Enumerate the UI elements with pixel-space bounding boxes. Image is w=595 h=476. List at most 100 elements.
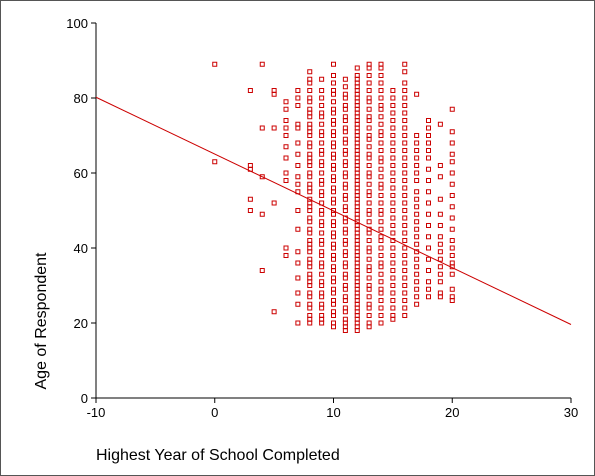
- data-point: [331, 121, 336, 127]
- data-point: [414, 140, 420, 146]
- data-point: [295, 208, 301, 213]
- data-point: [319, 264, 325, 270]
- data-point: [437, 223, 443, 228]
- data-point: [319, 230, 325, 236]
- data-point: [295, 103, 301, 108]
- data-point: [342, 129, 348, 135]
- data-point: [319, 140, 325, 146]
- data-point: [295, 301, 301, 307]
- data-point: [414, 286, 420, 292]
- data-point: [449, 181, 455, 187]
- data-point: [366, 305, 372, 311]
- data-point: [414, 241, 420, 247]
- data-point: [354, 65, 360, 71]
- data-point: [342, 118, 348, 123]
- data-point: [414, 133, 420, 138]
- data-point: [426, 279, 431, 285]
- data-point: [449, 170, 455, 176]
- data-point: [437, 241, 443, 247]
- data-point: [378, 245, 384, 251]
- data-point: [402, 208, 408, 213]
- data-point: [402, 163, 408, 168]
- data-point: [426, 189, 431, 195]
- data-point: [331, 61, 336, 67]
- data-point: [378, 80, 384, 86]
- data-point: [378, 140, 384, 146]
- data-point: [449, 106, 455, 112]
- data-point: [402, 118, 408, 123]
- data-point: [426, 268, 431, 273]
- data-point: [378, 121, 384, 127]
- data-point: [378, 305, 384, 311]
- data-point: [426, 133, 431, 138]
- data-point: [342, 106, 348, 112]
- data-point: [390, 88, 396, 93]
- data-point: [331, 166, 336, 172]
- data-point: [366, 275, 372, 281]
- data-point: [307, 133, 313, 138]
- data-point: [402, 178, 408, 183]
- data-point: [426, 223, 431, 228]
- data-point: [414, 234, 420, 240]
- x-tick-label: -10: [87, 405, 106, 420]
- data-point: [366, 268, 372, 273]
- data-point: [342, 298, 348, 303]
- data-point: [414, 279, 420, 285]
- data-point: [390, 193, 396, 198]
- data-point: [319, 133, 325, 138]
- data-point: [319, 114, 325, 120]
- data-point: [283, 106, 289, 112]
- data-point: [378, 279, 384, 285]
- tick-marks: [91, 22, 572, 403]
- data-point: [307, 144, 313, 150]
- data-point: [283, 133, 289, 138]
- data-point: [366, 144, 372, 150]
- data-point: [331, 211, 336, 217]
- data-point: [342, 275, 348, 281]
- data-point: [259, 211, 265, 217]
- data-point: [319, 76, 325, 82]
- data-point: [307, 208, 313, 213]
- data-point: [390, 155, 396, 161]
- data-point: [414, 211, 420, 217]
- data-point: [342, 253, 348, 258]
- data-point: [283, 253, 289, 258]
- data-point: [378, 290, 384, 296]
- data-point: [366, 230, 372, 236]
- data-point: [402, 103, 408, 108]
- data-point: [342, 286, 348, 292]
- x-tick-label: 30: [564, 405, 578, 420]
- data-point: [366, 313, 372, 318]
- data-point: [259, 268, 265, 273]
- data-point: [378, 73, 384, 78]
- data-point: [402, 298, 408, 303]
- data-point: [319, 163, 325, 168]
- data-point: [390, 148, 396, 153]
- data-point: [271, 91, 277, 97]
- data-point: [331, 178, 336, 183]
- data-point: [378, 159, 384, 165]
- data-point: [342, 185, 348, 191]
- data-point: [426, 211, 431, 217]
- data-point: [449, 271, 455, 277]
- data-point: [319, 181, 325, 187]
- data-point: [295, 181, 301, 187]
- data-point: [437, 271, 443, 277]
- data-point: [366, 238, 372, 243]
- data-point: [449, 151, 455, 157]
- data-point: [307, 230, 313, 236]
- data-point: [366, 73, 372, 78]
- data-point: [319, 95, 325, 101]
- data-point: [342, 151, 348, 157]
- data-point: [378, 271, 384, 277]
- data-point: [449, 245, 455, 251]
- data-point: [331, 223, 336, 228]
- data-point: [378, 166, 384, 172]
- data-point: [283, 178, 289, 183]
- data-point: [449, 159, 455, 165]
- data-point: [342, 264, 348, 270]
- data-point: [307, 163, 313, 168]
- data-point: [307, 283, 313, 288]
